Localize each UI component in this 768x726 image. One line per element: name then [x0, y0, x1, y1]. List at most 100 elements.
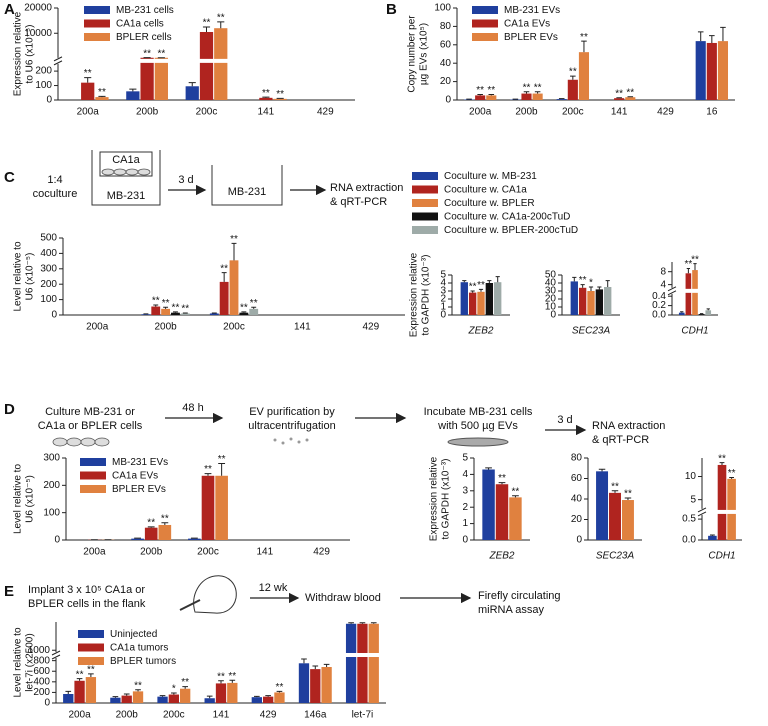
bar: [460, 282, 468, 315]
error-bar: [611, 490, 619, 493]
bar: [85, 677, 97, 703]
y-tick-label: 20: [571, 514, 583, 525]
well: [211, 165, 283, 206]
bar: [158, 524, 172, 540]
significance-label: **: [534, 82, 542, 93]
y-tick-label: 600: [33, 666, 50, 677]
error-bar: [498, 482, 506, 485]
bar: [556, 99, 567, 100]
legend-label: BPLER EVs: [504, 32, 558, 43]
significance-label: **: [276, 682, 284, 693]
y-tick-label: 2: [462, 502, 468, 513]
error-bar: [477, 93, 483, 96]
y-tick-label: 3: [440, 286, 446, 297]
error-bar: [254, 695, 260, 698]
bar: [678, 312, 685, 315]
y-tick-label: 0.4: [652, 291, 666, 302]
significance-label: **: [262, 88, 270, 99]
error-bar: [697, 31, 704, 42]
error-bar: [706, 308, 710, 311]
legend-swatch: [80, 458, 106, 466]
error-bar: [301, 658, 307, 664]
error-bar: [686, 267, 691, 274]
error-bar: [88, 673, 94, 678]
bar: [185, 86, 199, 100]
error-bar: [161, 522, 169, 525]
axis-break: [696, 509, 742, 514]
significance-label: **: [76, 669, 84, 680]
x-tick-label: 200a: [77, 107, 100, 118]
error-bar: [204, 473, 212, 476]
x-tick-label: 141: [258, 107, 275, 118]
error-bar: [462, 280, 467, 283]
x-tick-label: 146a: [304, 710, 327, 721]
bar: [204, 698, 215, 703]
legend-label: Coculture w. MB-231: [444, 171, 537, 182]
x-tick-label: 200b: [515, 107, 538, 118]
y-tick-label: 500: [40, 233, 57, 244]
significance-label: **: [250, 298, 258, 309]
bar: [532, 93, 543, 100]
error-bar: [580, 284, 585, 288]
significance-label: **: [230, 234, 238, 245]
bar: [151, 306, 161, 315]
y-tick-label: 100: [43, 507, 60, 518]
y-axis-label: Copy number per: [407, 15, 418, 93]
bar: [357, 623, 368, 703]
y-axis-label: Level relative to: [13, 464, 24, 534]
y-tick-label: 30: [545, 286, 557, 297]
significance-label: **: [691, 254, 699, 265]
axis-break: [52, 58, 355, 63]
significance-label: **: [147, 518, 155, 529]
legend-label: Coculture w. CA1a-200cTuD: [444, 212, 570, 223]
error-bar: [581, 40, 587, 53]
y-tick-label: 10: [545, 302, 557, 313]
diagram-d: Culture MB-231 or CA1a or BPLER cells 48…: [38, 402, 665, 447]
y-tick-label: 0: [54, 535, 60, 546]
significance-label: **: [172, 303, 180, 314]
legend-swatch: [412, 199, 438, 207]
y-axis-label: Level relative to: [13, 241, 24, 311]
x-axis-label: CDH1: [708, 551, 735, 562]
y-tick-label: 100: [40, 294, 57, 305]
diagram-text: 48 h: [182, 402, 203, 414]
diagram-text: Withdraw blood: [305, 592, 381, 604]
bar: [219, 281, 229, 315]
axis-break-mark: [51, 650, 61, 660]
bar: [168, 694, 180, 703]
error-bar: [720, 26, 726, 42]
bar: [368, 623, 379, 703]
x-tick-label: let-7i: [352, 710, 374, 721]
cells: [101, 168, 151, 176]
y-axis-label: to GAPDH (x10⁻³): [441, 459, 452, 540]
bar: [81, 82, 95, 100]
diagram-text: CA1a: [112, 154, 140, 166]
significance-label: **: [98, 87, 106, 98]
y-tick-label: 3: [462, 485, 468, 496]
error-bar: [217, 21, 225, 29]
bar: [587, 291, 595, 315]
y-tick-label: 1000: [28, 645, 51, 656]
error-bar: [202, 26, 211, 32]
bar: [717, 41, 729, 100]
vesicles: [273, 437, 309, 445]
legend-label: BPLER EVs: [112, 484, 166, 495]
significance-label: **: [469, 282, 477, 293]
diagram-text: 3 d: [557, 414, 572, 426]
significance-label: *: [172, 684, 176, 695]
significance-label: **: [84, 68, 92, 79]
error-bar: [147, 526, 155, 528]
legend-swatch: [78, 630, 104, 638]
panel-letter: E: [4, 583, 14, 600]
significance-label: **: [523, 82, 531, 93]
error-bar: [218, 680, 224, 684]
y-tick-label: 5: [690, 494, 696, 505]
error-bar: [65, 690, 72, 694]
y-tick-label: 0: [440, 310, 446, 321]
legend-label: BPLER cells: [116, 32, 172, 43]
y-axis-label: µg EVs (x10⁵): [419, 23, 430, 85]
error-bar: [229, 679, 236, 683]
diagram-e: Implant 3 x 10⁵ CA1a or BPLER cells in t…: [28, 575, 561, 616]
error-bar: [276, 690, 283, 693]
x-tick-label: 200b: [116, 710, 139, 721]
